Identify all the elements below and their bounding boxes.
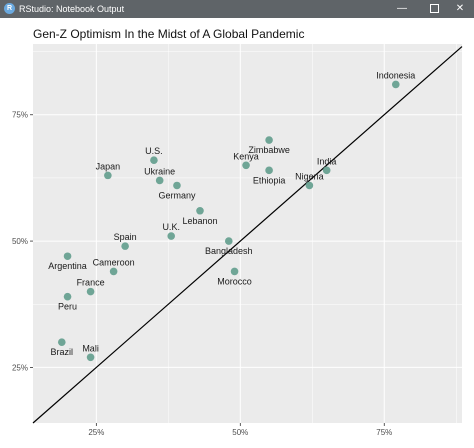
y-tick-label: 50% — [12, 237, 28, 246]
data-point — [391, 80, 400, 89]
data-point — [86, 353, 95, 362]
point-label: Ukraine — [144, 166, 175, 176]
y-tick-label: 25% — [12, 363, 28, 372]
data-point — [265, 136, 273, 144]
axes: 25% 50% 75% 25% 50% 75% — [12, 111, 392, 437]
minimize-button[interactable]: — — [384, 0, 420, 18]
point-label: Ethiopia — [253, 175, 286, 185]
minimize-icon: — — [397, 3, 407, 14]
point-label: Germany — [158, 190, 196, 200]
maximize-icon — [429, 3, 439, 13]
window-title: RStudio: Notebook Output — [19, 4, 125, 14]
scatter-chart: Gen-Z Optimism In the Midst of A Global … — [12, 27, 463, 437]
x-tick-label: 75% — [376, 428, 392, 437]
data-point — [104, 171, 112, 180]
point-label: U.K. — [162, 222, 180, 232]
point-label: Zimbabwe — [248, 145, 290, 155]
data-point — [305, 181, 314, 190]
data-point — [109, 267, 118, 276]
reference-line-group — [32, 46, 463, 424]
x-tick-label: 50% — [232, 428, 248, 437]
point-label: Peru — [58, 302, 77, 312]
data-point — [224, 237, 233, 245]
data-point — [167, 232, 176, 240]
data-point — [63, 252, 72, 261]
data-point — [230, 267, 239, 276]
data-points — [57, 80, 400, 362]
close-button[interactable]: ✕ — [446, 0, 474, 18]
data-point — [155, 176, 164, 185]
point-label: France — [77, 278, 105, 288]
point-label: Cameroon — [93, 257, 135, 267]
point-label: Mali — [82, 343, 99, 353]
point-label: Kenya — [233, 151, 259, 161]
data-point — [57, 338, 66, 346]
point-label: Morocco — [217, 276, 252, 286]
rstudio-app-icon: R — [4, 3, 15, 14]
title-bar[interactable]: R RStudio: Notebook Output — ✕ — [0, 0, 474, 18]
chart-title: Gen-Z Optimism In the Midst of A Global … — [33, 27, 304, 41]
data-point — [265, 166, 273, 175]
point-label: Indonesia — [376, 70, 415, 80]
data-point — [150, 156, 158, 165]
maximize-button[interactable] — [416, 0, 452, 18]
data-point — [121, 242, 129, 250]
point-label: Nigeria — [295, 171, 324, 181]
data-point — [63, 292, 72, 301]
reference-line — [32, 46, 463, 424]
close-icon: ✕ — [455, 3, 465, 14]
data-point — [173, 181, 181, 190]
x-tick-label: 25% — [88, 428, 104, 437]
point-label: India — [317, 156, 337, 166]
point-label: Japan — [96, 161, 121, 171]
point-label: U.S. — [145, 146, 163, 156]
y-tick-label: 75% — [12, 111, 28, 120]
point-label: Bangladesh — [205, 246, 253, 256]
point-label: Lebanon — [182, 216, 217, 226]
data-point — [86, 287, 95, 296]
point-label: Spain — [114, 232, 137, 242]
point-label: Argentina — [48, 261, 87, 271]
point-label: Brazil — [51, 347, 74, 357]
data-point — [196, 206, 204, 215]
data-point — [322, 166, 331, 175]
grid-lines — [33, 44, 462, 423]
data-point — [242, 161, 250, 170]
